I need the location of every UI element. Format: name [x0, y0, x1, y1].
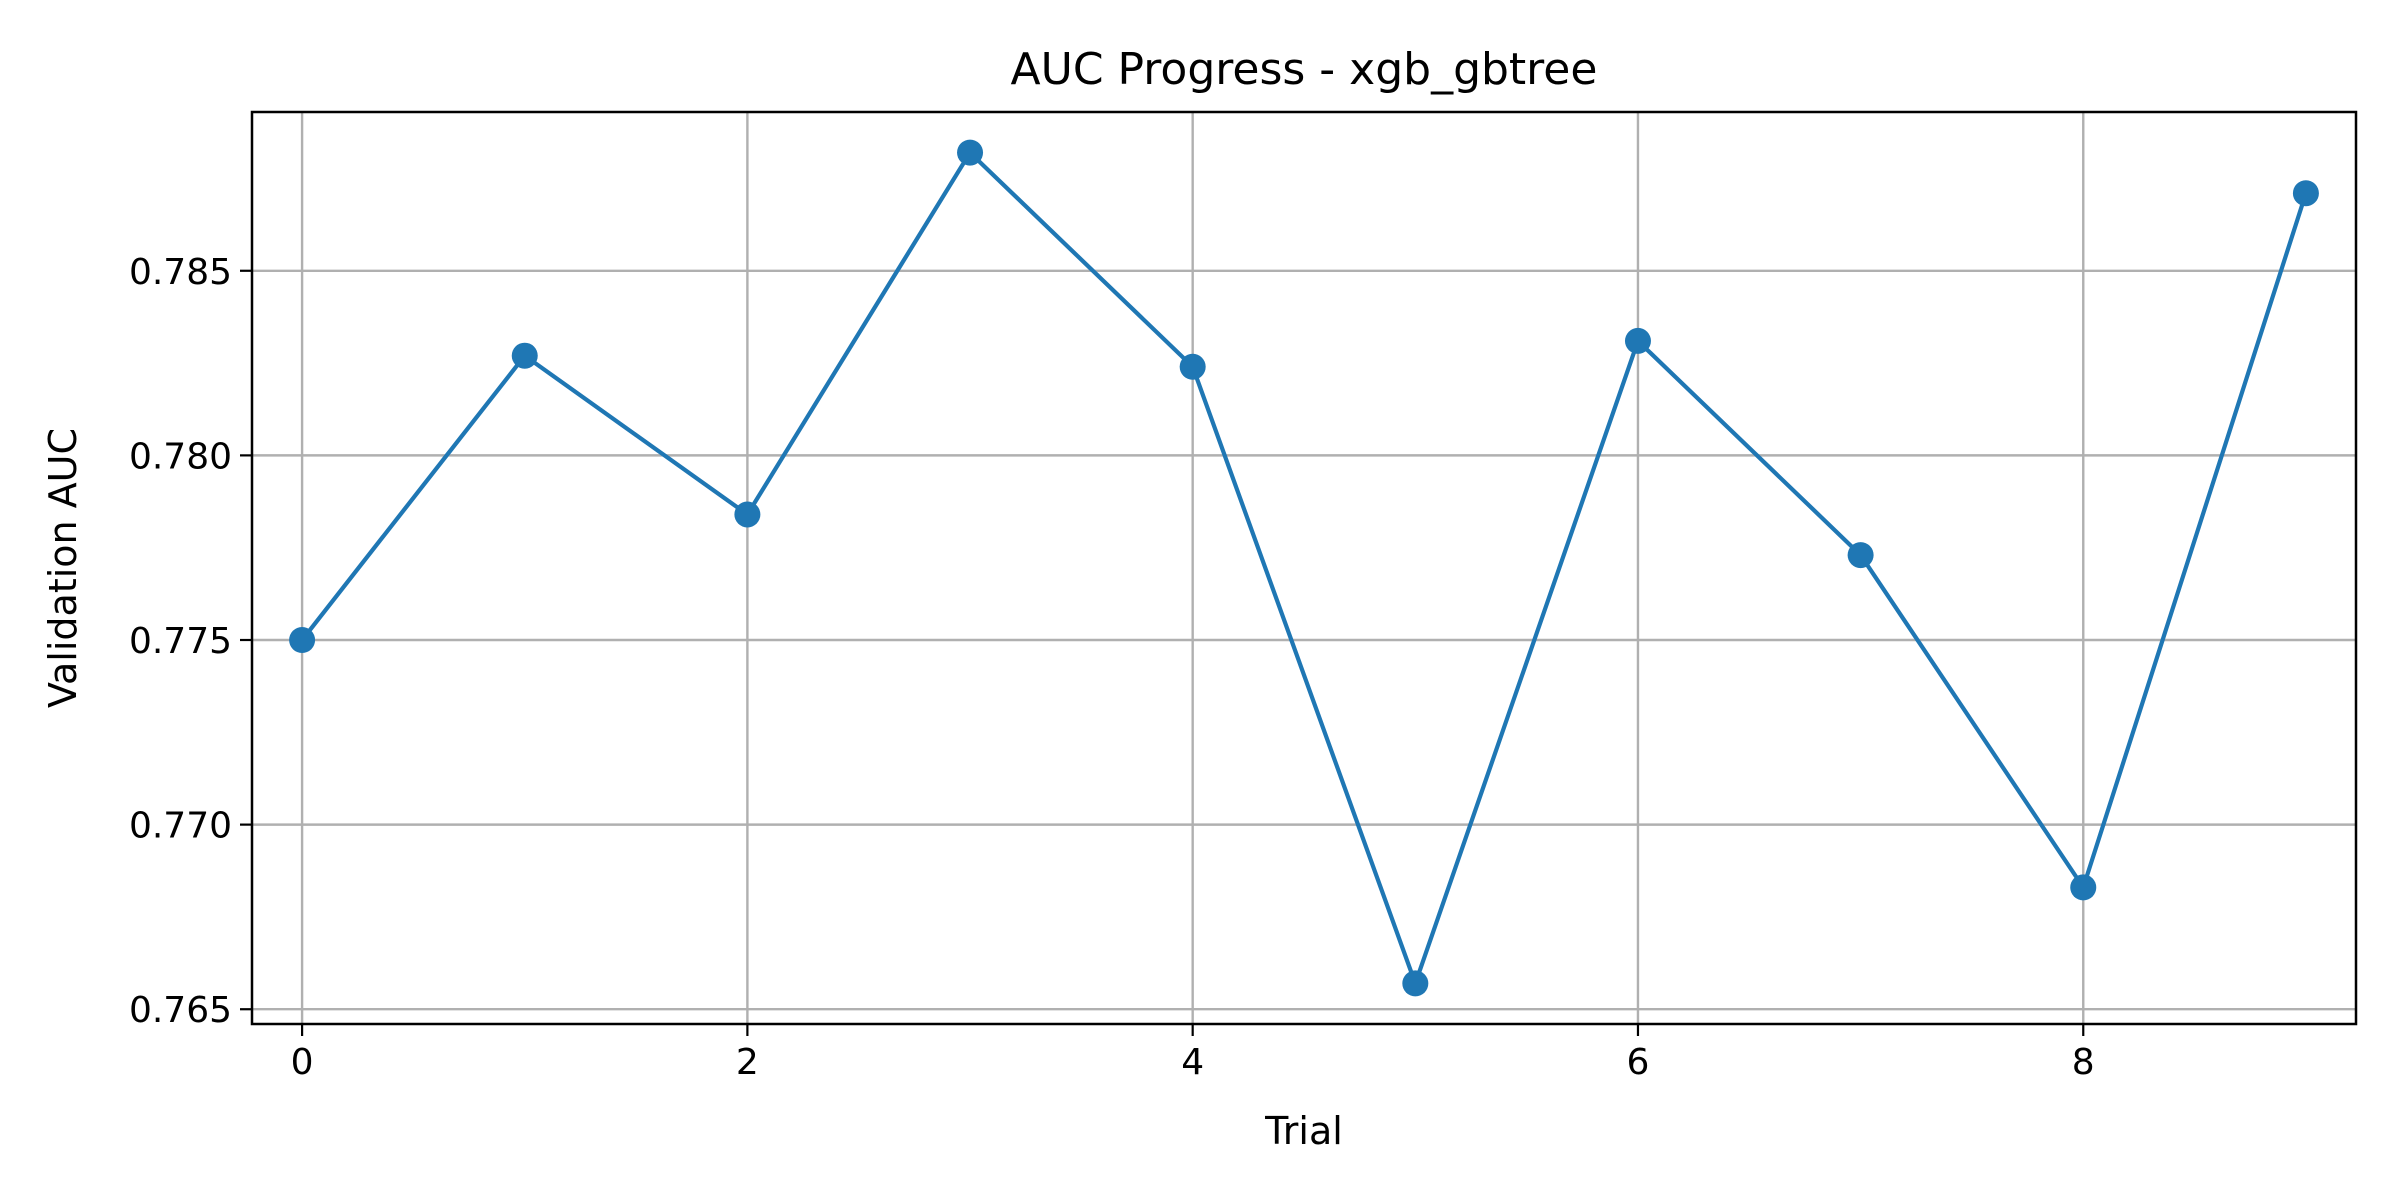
data-point [289, 627, 316, 653]
series-line [300, 150, 2308, 986]
y-axis-ticks: 0.765 0.770 0.775 0.780 0.785 [129, 252, 252, 1031]
y-tick-label: 0.770 [129, 806, 232, 847]
series-layer [289, 139, 2319, 997]
data-point [511, 342, 538, 369]
data-point [1402, 970, 1429, 997]
data-point [1179, 353, 1206, 380]
data-point [957, 139, 984, 166]
x-tick-label: 8 [2072, 1042, 2095, 1083]
data-point [734, 501, 761, 528]
y-tick-label: 0.785 [129, 252, 232, 293]
x-axis-label: Trial [1264, 1109, 1343, 1153]
x-tick-label: 6 [1627, 1042, 1650, 1083]
grid [252, 112, 2356, 1024]
y-axis-label: Validation AUC [41, 428, 85, 708]
plot-frame [250, 110, 2358, 1026]
x-tick-label: 0 [291, 1042, 314, 1083]
y-tick-label: 0.765 [129, 990, 232, 1031]
chart-title: AUC Progress - xgb_gbtree [1011, 44, 1598, 95]
y-tick-label: 0.780 [129, 436, 232, 477]
data-point [1624, 327, 1651, 354]
data-point [1847, 542, 1874, 569]
y-tick-label: 0.775 [129, 621, 232, 662]
x-tick-label: 2 [736, 1042, 759, 1083]
data-point [2070, 874, 2097, 901]
x-tick-label: 4 [1181, 1042, 1204, 1083]
x-axis-ticks: 0 2 4 6 8 [291, 1024, 2095, 1083]
data-point [2292, 180, 2319, 207]
